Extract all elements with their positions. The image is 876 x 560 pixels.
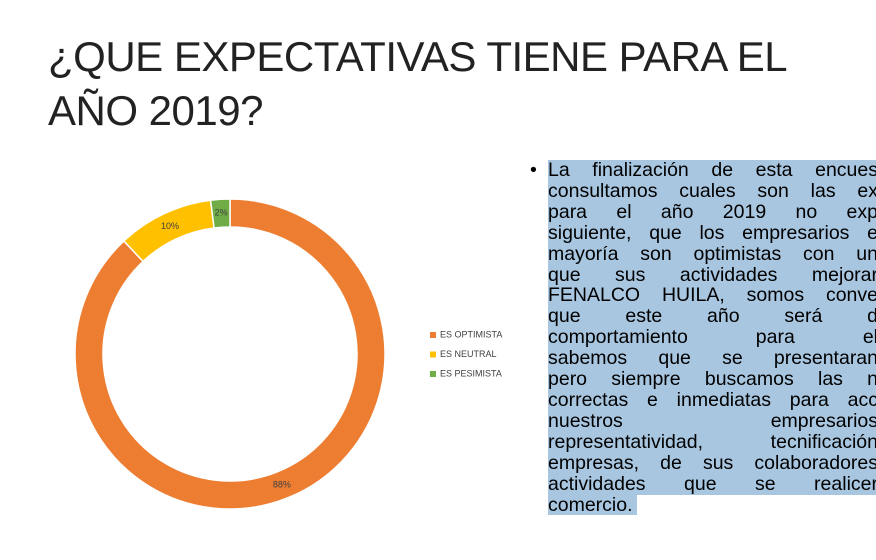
donut-segment (74, 198, 386, 510)
text-line: que sus actividades mejorar (548, 264, 876, 286)
text-line: para el año 2019 no exp (548, 201, 876, 223)
legend-label: ES OPTIMISTA (440, 329, 502, 339)
text-line: actividades que se realicer (548, 473, 876, 495)
legend-swatch (430, 332, 436, 338)
data-label: 2% (215, 208, 228, 218)
data-label: 10% (161, 221, 179, 231)
text-line: representatividad, tecnificación (548, 431, 876, 453)
donut-segment (122, 199, 215, 263)
text-line: comportamiento para el (548, 327, 876, 349)
text-line: consultamos cuales son las ex (548, 180, 876, 202)
text-line: mayoría son optimistas con un (548, 243, 876, 265)
text-line: nuestros empresarios (548, 410, 876, 432)
bullet-dot: • (530, 159, 537, 181)
text-line: empresas, de sus colaboradores (548, 452, 876, 474)
text-line: La finalización de esta encues (548, 160, 876, 181)
donut-segment (209, 198, 231, 229)
legend-swatch (430, 371, 436, 377)
legend-label: ES PESIMISTA (440, 368, 502, 378)
text-line: que este año será d (548, 306, 876, 328)
chart: 88% 10% 2% ES OPTIMISTA ES NEUTRAL ES PESIMIS… (74, 198, 502, 510)
text-line: siguiente, que los empresarios e (548, 222, 876, 244)
text-line: FENALCO HUILA, somos conve (548, 285, 876, 307)
slide-title: ¿QUE EXPECTATIVAS TIENE PARA EL AÑO 2019… (48, 33, 786, 134)
legend-swatch (430, 351, 436, 358)
legend-label: ES NEUTRAL (440, 349, 497, 359)
text-line: pero siempre buscamos las n (548, 369, 876, 390)
data-label: 88% (273, 479, 291, 489)
text-line: comercio. (548, 494, 637, 516)
text-line: sabemos que se presentaran (548, 348, 876, 370)
bullet-text: • La finalización de esta encues consultam… (528, 160, 876, 520)
text-line: correctas e inmediatas para acc (548, 389, 876, 411)
